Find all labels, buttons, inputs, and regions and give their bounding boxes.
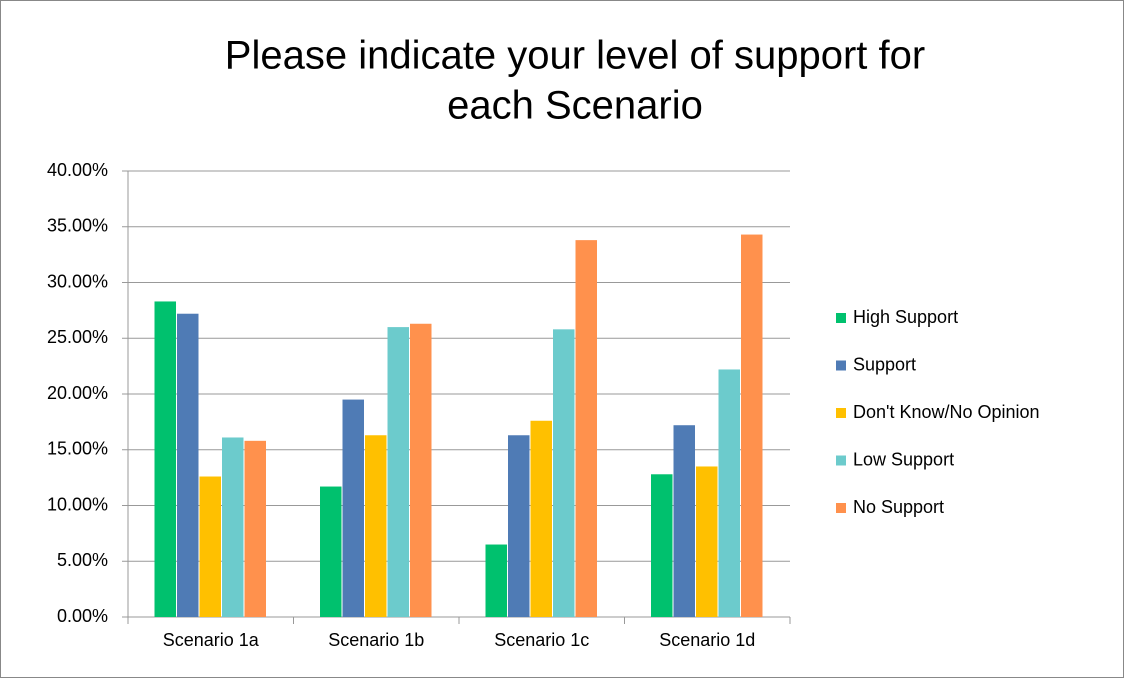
bar [651, 474, 673, 617]
x-tick-label: Scenario 1a [163, 630, 260, 650]
legend-swatch [836, 313, 846, 323]
legend-swatch [836, 455, 846, 466]
bar [553, 329, 575, 617]
y-tick-label: 15.00% [47, 439, 108, 459]
legend-swatch [836, 408, 846, 418]
y-tick-label: 25.00% [47, 327, 108, 347]
bar [154, 301, 176, 617]
x-tick-label: Scenario 1b [328, 630, 424, 650]
y-tick-label: 35.00% [47, 216, 108, 236]
bar [696, 466, 718, 617]
bar [222, 437, 244, 617]
legend-label: Low Support [853, 449, 954, 469]
bar [387, 327, 409, 617]
bar [177, 313, 199, 617]
y-tick-label: 30.00% [47, 271, 108, 291]
legend-swatch [836, 503, 846, 513]
bar [410, 323, 432, 617]
bar [508, 435, 530, 617]
chart-title: each Scenario [447, 84, 703, 128]
bar [199, 476, 221, 617]
legend-label: Support [853, 354, 916, 374]
bar [485, 544, 507, 617]
legend-label: High Support [853, 307, 958, 327]
bar [530, 420, 552, 617]
bar [718, 369, 740, 617]
legend-swatch [836, 360, 846, 371]
bar [342, 399, 364, 617]
y-tick-label: 5.00% [57, 550, 108, 570]
chart-title: Please indicate your level of support fo… [225, 34, 925, 78]
y-tick-label: 40.00% [47, 160, 108, 180]
bar [365, 435, 387, 617]
x-tick-label: Scenario 1d [659, 630, 755, 650]
y-tick-label: 20.00% [47, 383, 108, 403]
legend-label: Don't Know/No Opinion [853, 402, 1040, 422]
bar [741, 234, 763, 617]
bar [244, 440, 266, 617]
legend-label: No Support [853, 497, 944, 517]
y-tick-label: 0.00% [57, 606, 108, 626]
bar [575, 240, 597, 617]
bar [320, 486, 342, 617]
y-tick-label: 10.00% [47, 494, 108, 514]
x-tick-label: Scenario 1c [494, 630, 589, 650]
bar [673, 425, 695, 617]
